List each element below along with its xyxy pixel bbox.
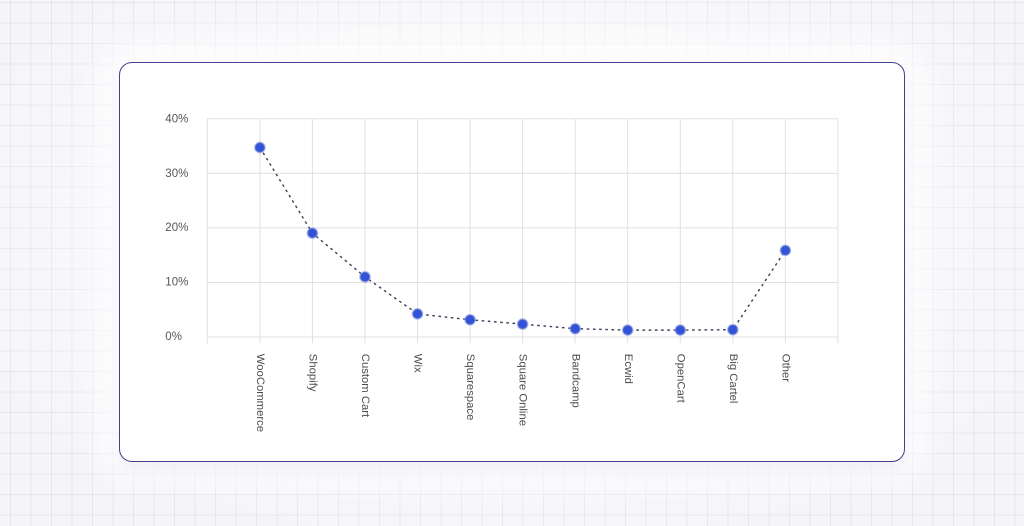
svg-text:Squarespace: Squarespace [464, 354, 476, 421]
svg-text:Other: Other [780, 354, 792, 382]
svg-text:WooCommerce: WooCommerce [254, 354, 266, 432]
svg-text:30%: 30% [165, 168, 188, 180]
svg-text:Custom Cart: Custom Cart [359, 354, 371, 418]
svg-text:20%: 20% [165, 222, 188, 234]
svg-text:Bandcamp: Bandcamp [569, 354, 581, 408]
svg-text:0%: 0% [165, 331, 182, 343]
svg-text:Ecwid: Ecwid [622, 354, 634, 384]
svg-text:10%: 10% [165, 277, 188, 289]
svg-text:Square Online: Square Online [517, 354, 529, 426]
svg-text:Wix: Wix [412, 354, 424, 373]
svg-text:Shopify: Shopify [307, 354, 319, 392]
svg-text:Big Cartel: Big Cartel [727, 354, 739, 404]
svg-text:40%: 40% [165, 113, 188, 125]
svg-text:OpenCart: OpenCart [674, 354, 686, 404]
